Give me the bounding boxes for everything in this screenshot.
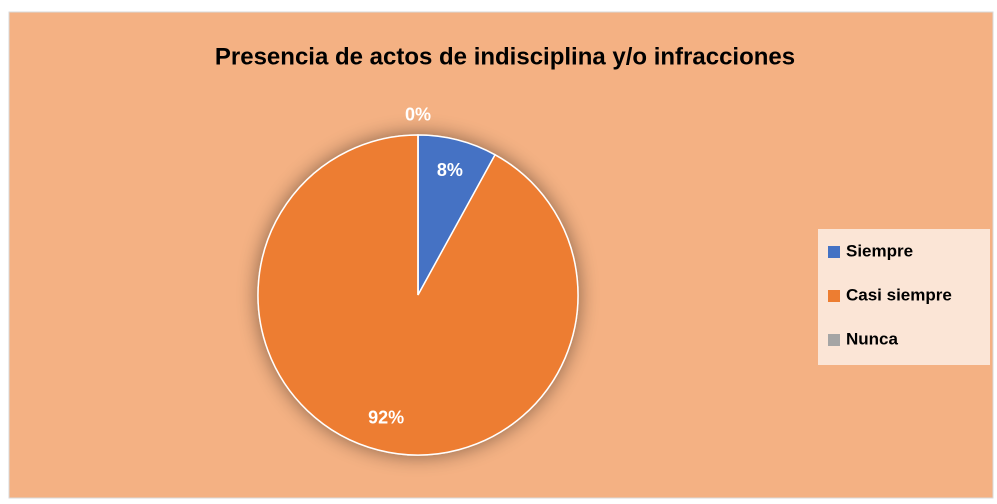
legend-label: Casi siempre xyxy=(846,285,952,304)
legend-label: Nunca xyxy=(846,329,899,348)
data-label: 92% xyxy=(368,408,404,428)
legend-label: Siempre xyxy=(846,241,913,260)
pie xyxy=(257,134,579,456)
data-label: 8% xyxy=(437,160,463,180)
legend-swatch xyxy=(828,290,840,302)
legend-swatch xyxy=(828,246,840,258)
chart-title: Presencia de actos de indisciplina y/o i… xyxy=(215,43,795,70)
legend-box xyxy=(818,229,990,365)
legend-swatch xyxy=(828,334,840,346)
data-label: 0% xyxy=(405,105,431,125)
